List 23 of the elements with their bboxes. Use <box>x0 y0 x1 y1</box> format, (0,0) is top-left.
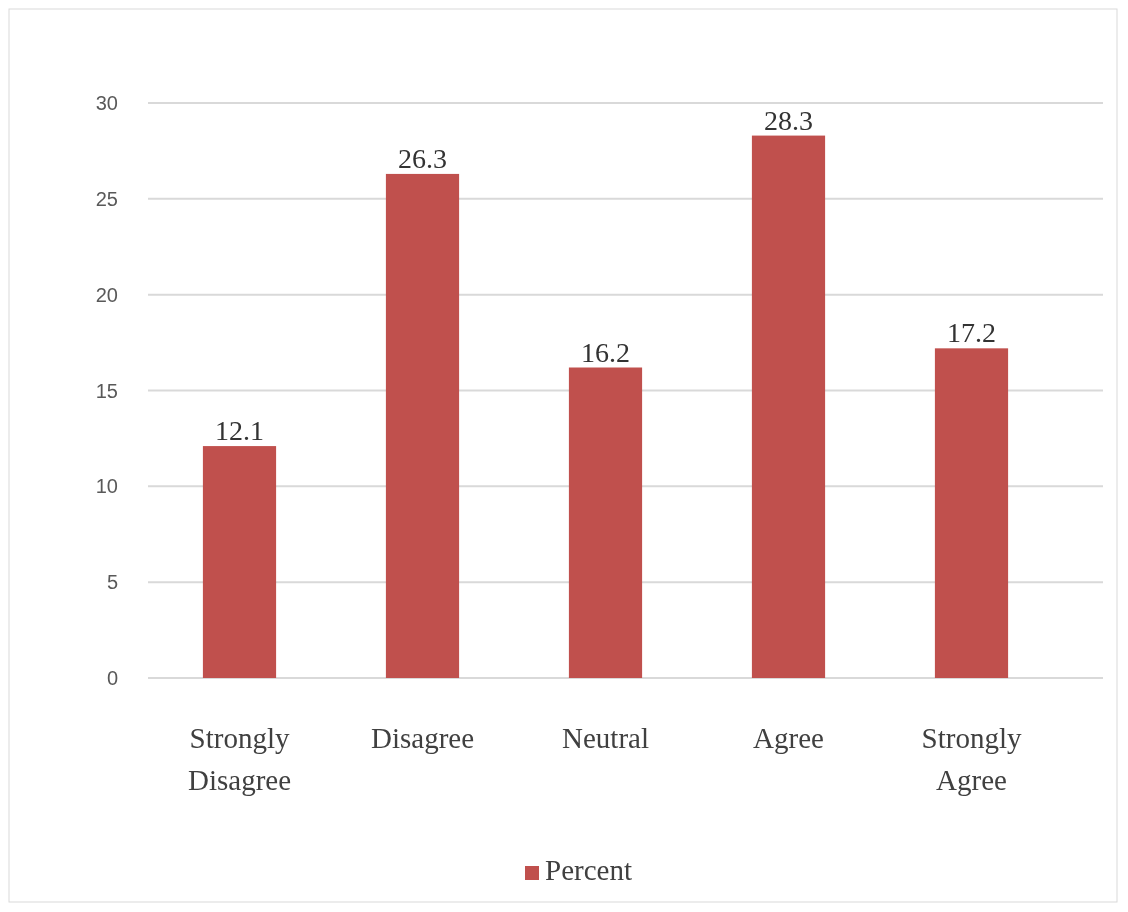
y-tick-label: 30 <box>95 92 118 114</box>
bar <box>751 135 826 678</box>
x-tick-label: Disagree <box>370 722 475 754</box>
bar <box>385 173 460 678</box>
data-label: 16.2 <box>581 336 630 368</box>
bar <box>202 446 277 678</box>
y-tick-label: 25 <box>95 187 118 210</box>
y-tick-label: 20 <box>95 283 118 306</box>
x-tick-label: Strongly Agree <box>921 722 1022 796</box>
data-label: 12.1 <box>215 415 264 447</box>
y-tick-label: 0 <box>106 667 118 689</box>
y-tick-label: 15 <box>95 379 118 402</box>
bar <box>568 367 643 678</box>
y-tick-label: 5 <box>106 571 118 594</box>
data-label: 26.3 <box>398 142 447 174</box>
data-label: 17.2 <box>947 317 996 349</box>
x-tick-label: Neutral <box>562 722 649 754</box>
y-tick-label: 10 <box>95 475 118 498</box>
data-label: 28.3 <box>764 104 813 136</box>
x-tick-label: Strongly Disagree <box>187 722 292 796</box>
legend-label: Percent <box>545 854 632 886</box>
x-tick-label: Agree <box>753 722 824 754</box>
bar <box>934 348 1009 678</box>
